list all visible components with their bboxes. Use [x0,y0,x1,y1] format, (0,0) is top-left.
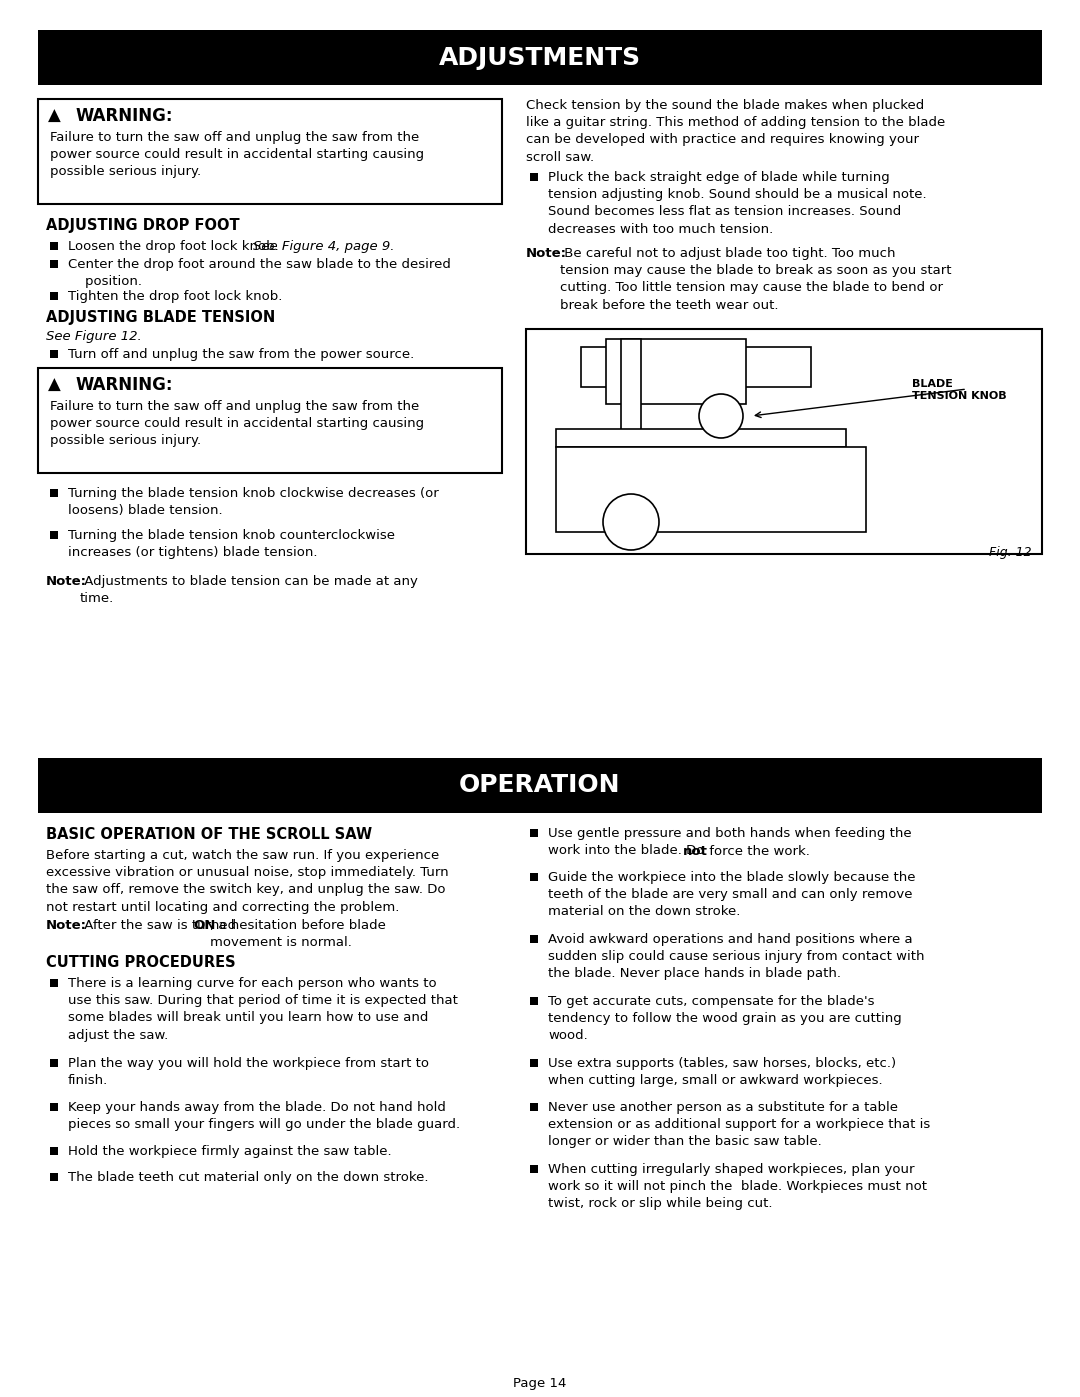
Text: not: not [683,845,707,858]
Bar [581,346,811,387]
Text: Guide the workpiece into the blade slowly because the
teeth of the blade are ver: Guide the workpiece into the blade slowl… [548,870,916,918]
Text: ADJUSTING BLADE TENSION: ADJUSTING BLADE TENSION [46,310,275,326]
Bar [38,29,1042,85]
Text: Keep your hands away from the blade. Do not hand hold
pieces so small your finge: Keep your hands away from the blade. Do … [68,1101,460,1132]
Text: Center the drop foot around the saw blade to the desired
    position.: Center the drop foot around the saw blad… [68,258,450,288]
Text: ON: ON [193,919,215,932]
Bar [50,1147,58,1155]
Text: Use extra supports (tables, saw horses, blocks, etc.)
when cutting large, small : Use extra supports (tables, saw horses, … [548,1058,896,1087]
Bar [606,339,746,404]
Bar [530,873,538,882]
Text: Plan the way you will hold the workpiece from start to
finish.: Plan the way you will hold the workpiece… [68,1058,429,1087]
Text: BASIC OPERATION OF THE SCROLL SAW: BASIC OPERATION OF THE SCROLL SAW [46,827,373,842]
Text: Be careful not to adjust blade too tight. Too much
tension may cause the blade t: Be careful not to adjust blade too tight… [561,247,951,312]
Bar [38,759,1042,813]
Text: To get accurate cuts, compensate for the blade's
tendency to follow the wood gra: To get accurate cuts, compensate for the… [548,995,902,1042]
Bar [556,447,866,532]
Text: WARNING:: WARNING: [76,108,174,124]
Text: ADJUSTING DROP FOOT: ADJUSTING DROP FOOT [46,218,240,233]
Text: After the saw is turned: After the saw is turned [80,919,241,932]
Text: CUTTING PROCEDURES: CUTTING PROCEDURES [46,956,235,970]
Text: Tighten the drop foot lock knob.: Tighten the drop foot lock knob. [68,291,282,303]
Text: Page 14: Page 14 [513,1377,567,1390]
Bar [50,1059,58,1067]
Text: Note:: Note: [46,919,87,932]
Bar [50,979,58,988]
Text: Failure to turn the saw off and unplug the saw from the
power source could resul: Failure to turn the saw off and unplug t… [50,400,424,447]
Text: ▲: ▲ [48,376,60,394]
Text: OPERATION: OPERATION [459,774,621,798]
Bar [530,935,538,943]
Bar [50,1173,58,1180]
Text: Check tension by the sound the blade makes when plucked
like a guitar string. Th: Check tension by the sound the blade mak… [526,99,945,163]
Text: WARNING:: WARNING: [76,376,174,394]
Bar [38,99,502,204]
Bar [530,828,538,837]
Bar [526,330,1042,555]
Text: ▲: ▲ [48,108,60,124]
Bar [530,997,538,1004]
Bar [530,1104,538,1111]
Text: force the work.: force the work. [705,845,810,858]
Text: Turn off and unplug the saw from the power source.: Turn off and unplug the saw from the pow… [68,348,415,360]
Text: Hold the workpiece firmly against the saw table.: Hold the workpiece firmly against the sa… [68,1146,392,1158]
Text: There is a learning curve for each person who wants to
use this saw. During that: There is a learning curve for each perso… [68,977,458,1042]
Bar [50,489,58,497]
Bar [621,339,642,539]
Bar [50,351,58,358]
Text: BLADE
TENSION KNOB: BLADE TENSION KNOB [912,379,1007,401]
Text: Turning the blade tension knob counterclockwise
increases (or tightens) blade te: Turning the blade tension knob countercl… [68,529,395,559]
Bar [38,367,502,474]
Text: Note:: Note: [526,247,567,260]
Text: See Figure 4, page 9.: See Figure 4, page 9. [253,240,394,253]
Text: Pluck the back straight edge of blade while turning
tension adjusting knob. Soun: Pluck the back straight edge of blade wh… [548,170,927,236]
Text: Failure to turn the saw off and unplug the saw from the
power source could resul: Failure to turn the saw off and unplug t… [50,131,424,179]
Text: Never use another person as a substitute for a table
extension or as additional : Never use another person as a substitute… [548,1101,930,1148]
Bar [556,429,846,447]
Bar [50,260,58,268]
Text: Fig. 12: Fig. 12 [989,546,1032,559]
Circle shape [603,495,659,550]
Circle shape [699,394,743,439]
Text: When cutting irregularly shaped workpieces, plan your
work so it will not pinch : When cutting irregularly shaped workpiec… [548,1162,927,1210]
Text: Before starting a cut, watch the saw run. If you experience
excessive vibration : Before starting a cut, watch the saw run… [46,849,448,914]
Text: Use gentle pressure and both hands when feeding the
work into the blade. Do: Use gentle pressure and both hands when … [548,827,912,858]
Text: Loosen the drop foot lock knob.: Loosen the drop foot lock knob. [68,240,283,253]
Bar [530,1059,538,1067]
Text: Turning the blade tension knob clockwise decreases (or
loosens) blade tension.: Turning the blade tension knob clockwise… [68,488,438,517]
Text: , a hesitation before blade
movement is normal.: , a hesitation before blade movement is … [210,919,386,949]
Text: Adjustments to blade tension can be made at any
time.: Adjustments to blade tension can be made… [80,576,418,605]
Bar [530,1165,538,1173]
Bar [530,173,538,182]
Bar [50,531,58,539]
Text: Note:: Note: [46,576,87,588]
Bar [50,242,58,250]
Text: ADJUSTMENTS: ADJUSTMENTS [438,46,642,70]
Text: See Figure 12.: See Figure 12. [46,330,141,344]
Text: The blade teeth cut material only on the down stroke.: The blade teeth cut material only on the… [68,1171,429,1185]
Bar [50,292,58,300]
Bar [50,1104,58,1111]
Text: Avoid awkward operations and hand positions where a
sudden slip could cause seri: Avoid awkward operations and hand positi… [548,933,924,981]
